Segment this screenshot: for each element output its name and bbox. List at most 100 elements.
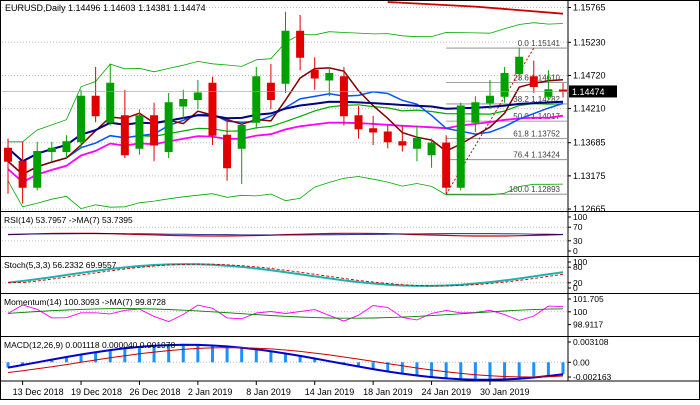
indicator-tick-label: 0.003108 [573, 337, 609, 347]
bull-candle [237, 125, 246, 149]
price-tick-label: 1.15765 [573, 3, 606, 13]
momentum-label: Momentum(14) 100.3093 ->MA(7) 99.8728 [4, 297, 166, 307]
date-label: 8 Jan 2019 [246, 387, 291, 397]
bear-candle [18, 160, 27, 188]
bull-candle [500, 73, 509, 97]
indicator-tick-label: 20 [573, 278, 583, 288]
indicator-tick-label: 100 [573, 212, 587, 222]
macd-histogram-bar [532, 362, 536, 378]
date-label: 24 Jan 2019 [422, 387, 472, 397]
macd-signal-line [7, 347, 564, 378]
macd-line [7, 343, 564, 381]
bear-candle [442, 142, 451, 188]
macd-histogram-bar [444, 362, 448, 379]
bull-candle [77, 95, 86, 143]
macd-histogram-bar [546, 362, 550, 376]
macd-histogram-bar [254, 349, 258, 363]
stoch-main-line [7, 263, 564, 287]
macd-histogram-bar [108, 350, 112, 363]
bull-candle [456, 105, 465, 188]
bull-candle [47, 147, 56, 152]
macd-histogram-bar [459, 362, 463, 380]
macd-histogram-bar [210, 345, 214, 363]
momentum-line [7, 304, 564, 323]
bull-candle [33, 151, 42, 188]
ma-navy-line [7, 100, 564, 163]
bear-candle [529, 76, 538, 87]
macd-histogram-bar [167, 345, 171, 363]
indicator-tick-label: 0 [573, 283, 578, 293]
bull-candle [471, 102, 480, 123]
macd-histogram-bar [269, 351, 273, 363]
macd-histogram-bar [503, 362, 507, 380]
bear-candle [208, 82, 217, 136]
price-tick-label: 1.13685 [573, 138, 606, 148]
bull-candle [485, 95, 494, 104]
bear-candle [383, 131, 392, 143]
bear-candle [296, 30, 305, 58]
bear-candle [120, 115, 129, 156]
stoch-label: Stoch(5,3,3) 56.2332 69.9557 [4, 260, 117, 270]
bollinger-lower-line [7, 176, 564, 210]
indicator-tick-label: 98.9117 [573, 320, 603, 330]
macd-histogram-bar [298, 355, 302, 363]
date-label: 14 Jan 2019 [305, 387, 355, 397]
macd-histogram-bar [79, 354, 83, 363]
bull-candle [544, 89, 553, 97]
macd-histogram-bar [152, 345, 156, 363]
indicator-tick-label: 100 [573, 257, 587, 267]
date-label: 2 Jan 2019 [188, 387, 233, 397]
macd-histogram-bar [561, 362, 565, 375]
momentum-ma-line [7, 308, 564, 319]
date-label: 18 Jan 2019 [363, 387, 413, 397]
macd-histogram-bar [357, 362, 361, 367]
fib-level-label: 50.0 1.14017 [513, 112, 560, 121]
fib-level-label: 76.4 1.13424 [513, 151, 560, 160]
macd-histogram-bar [21, 362, 25, 365]
date-label: 13 Dec 2018 [13, 387, 64, 397]
indicator-tick-label: 0.00 [573, 357, 590, 367]
macd-histogram-bar [517, 362, 521, 379]
macd-histogram-bar [488, 362, 492, 380]
fib-level-label: 38.2 1.14282 [513, 95, 560, 104]
current-price-label: 1.14474 [572, 87, 605, 97]
indicator-tick-label: 30 [573, 236, 583, 246]
ma-red-line [387, 1, 564, 15]
macd-histogram-bar [50, 359, 54, 363]
rsi-label: RSI(14) 53.7957 ->MA(7) 53.7395 [4, 215, 133, 225]
indicator-tick-label: 80 [573, 262, 583, 272]
bull-candle [281, 30, 290, 84]
indicator-tick-label: 100 [573, 307, 587, 317]
macd-histogram-bar [386, 362, 390, 372]
macd-histogram-bar [313, 358, 317, 363]
bear-candle [398, 141, 407, 146]
bull-candle [179, 99, 188, 107]
bull-candle [62, 141, 71, 152]
macd-histogram-bar [473, 362, 477, 380]
macd-histogram-bar [181, 344, 185, 363]
date-label: 19 Dec 2018 [71, 387, 122, 397]
bull-candle [515, 56, 524, 74]
date-label: 26 Dec 2018 [129, 387, 180, 397]
macd-histogram-bar [6, 362, 10, 368]
bear-candle [369, 128, 378, 133]
bull-candle [106, 82, 115, 123]
macd-histogram-bar [284, 353, 287, 363]
ma-brown-line [7, 67, 564, 176]
price-tick-label: 1.12665 [573, 204, 606, 214]
current-price-tag [569, 85, 617, 98]
ma-pink-line [7, 114, 564, 184]
bull-candle [193, 92, 202, 100]
fib-level-label: 61.8 1.13752 [513, 129, 560, 138]
macd-histogram-bar [400, 362, 404, 374]
price-tick-label: 1.15230 [573, 37, 606, 47]
bear-candle [354, 115, 363, 130]
bear-candle [91, 95, 100, 117]
price-tick-label: 1.14210 [573, 104, 606, 114]
bull-candle [325, 73, 334, 81]
macd-histogram-bar [225, 346, 229, 363]
indicator-tick-label: -0.002163 [573, 372, 612, 382]
price-tick-label: 1.13175 [573, 171, 606, 181]
